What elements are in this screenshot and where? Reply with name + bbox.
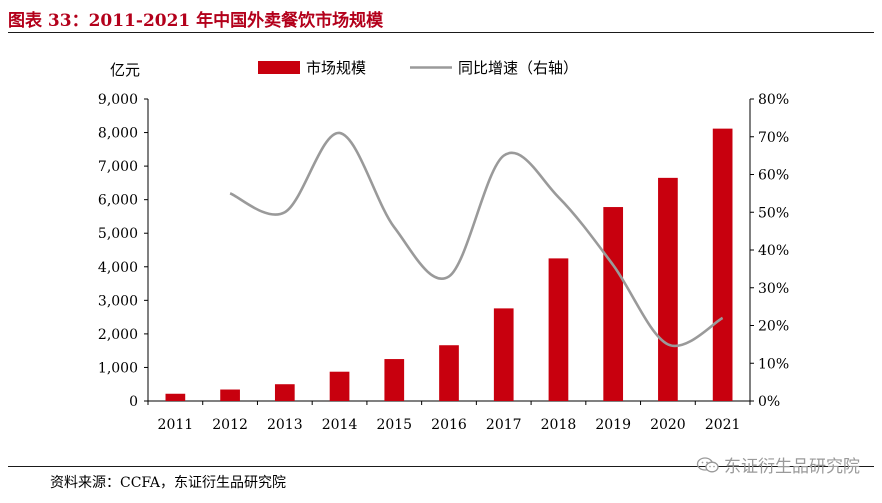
x-tick-label: 2012 <box>212 417 248 433</box>
legend-label-bar: 市场规模 <box>306 59 366 77</box>
x-tick-label: 2015 <box>376 417 412 433</box>
bar <box>548 258 569 401</box>
x-tick-label: 2021 <box>705 417 741 433</box>
growth-line <box>229 131 724 348</box>
bar <box>658 177 678 401</box>
left-tick-label: 2,000 <box>98 327 138 343</box>
x-tick-label: 2019 <box>595 417 631 433</box>
bar <box>493 308 514 401</box>
bar <box>603 207 624 401</box>
bar <box>274 384 295 401</box>
bar <box>220 389 240 401</box>
left-tick-label: 6,000 <box>98 193 138 209</box>
bar <box>384 359 405 401</box>
watermark: 东证衍生品研究院 <box>696 452 860 477</box>
bar <box>712 128 733 401</box>
right-tick-label: 40% <box>758 243 789 259</box>
left-tick-label: 7,000 <box>98 159 138 175</box>
footer-divider <box>8 466 874 467</box>
left-tick-label: 0 <box>129 394 138 410</box>
x-tick-label: 2018 <box>541 417 577 433</box>
left-tick-label: 5,000 <box>98 226 138 242</box>
right-tick-label: 60% <box>758 168 789 184</box>
left-tick-label: 3,000 <box>98 293 138 309</box>
right-tick-label: 70% <box>758 130 789 146</box>
right-tick-label: 0% <box>758 394 780 410</box>
wechat-icon <box>696 456 719 472</box>
left-tick-label: 4,000 <box>98 260 138 276</box>
legend-swatch-bar <box>258 61 300 74</box>
bar <box>439 345 459 401</box>
legend-label-line: 同比增速（右轴） <box>458 59 578 77</box>
left-tick-label: 1,000 <box>98 360 138 376</box>
x-tick-label: 2014 <box>322 417 358 433</box>
x-tick-label: 2011 <box>158 417 194 433</box>
chart-title: 图表 33：2011-2021 年中国外卖餐饮市场规模 <box>8 11 384 31</box>
x-tick-label: 2020 <box>650 417 686 433</box>
title-divider <box>8 32 874 33</box>
right-tick-label: 80% <box>758 92 789 108</box>
x-tick-label: 2013 <box>267 417 303 433</box>
bar <box>165 393 186 401</box>
right-tick-label: 20% <box>758 319 789 335</box>
left-axis-unit: 亿元 <box>110 61 140 79</box>
right-tick-label: 30% <box>758 281 789 297</box>
left-tick-label: 8,000 <box>98 126 138 142</box>
left-tick-label: 9,000 <box>98 92 138 108</box>
right-tick-label: 10% <box>758 356 789 372</box>
bar <box>329 371 350 401</box>
source-note: 资料来源：CCFA，东证衍生品研究院 <box>50 475 287 491</box>
x-tick-label: 2016 <box>431 417 467 433</box>
x-tick-label: 2017 <box>486 417 522 433</box>
right-tick-label: 50% <box>758 205 789 221</box>
watermark-text: 东证衍生品研究院 <box>724 457 860 477</box>
